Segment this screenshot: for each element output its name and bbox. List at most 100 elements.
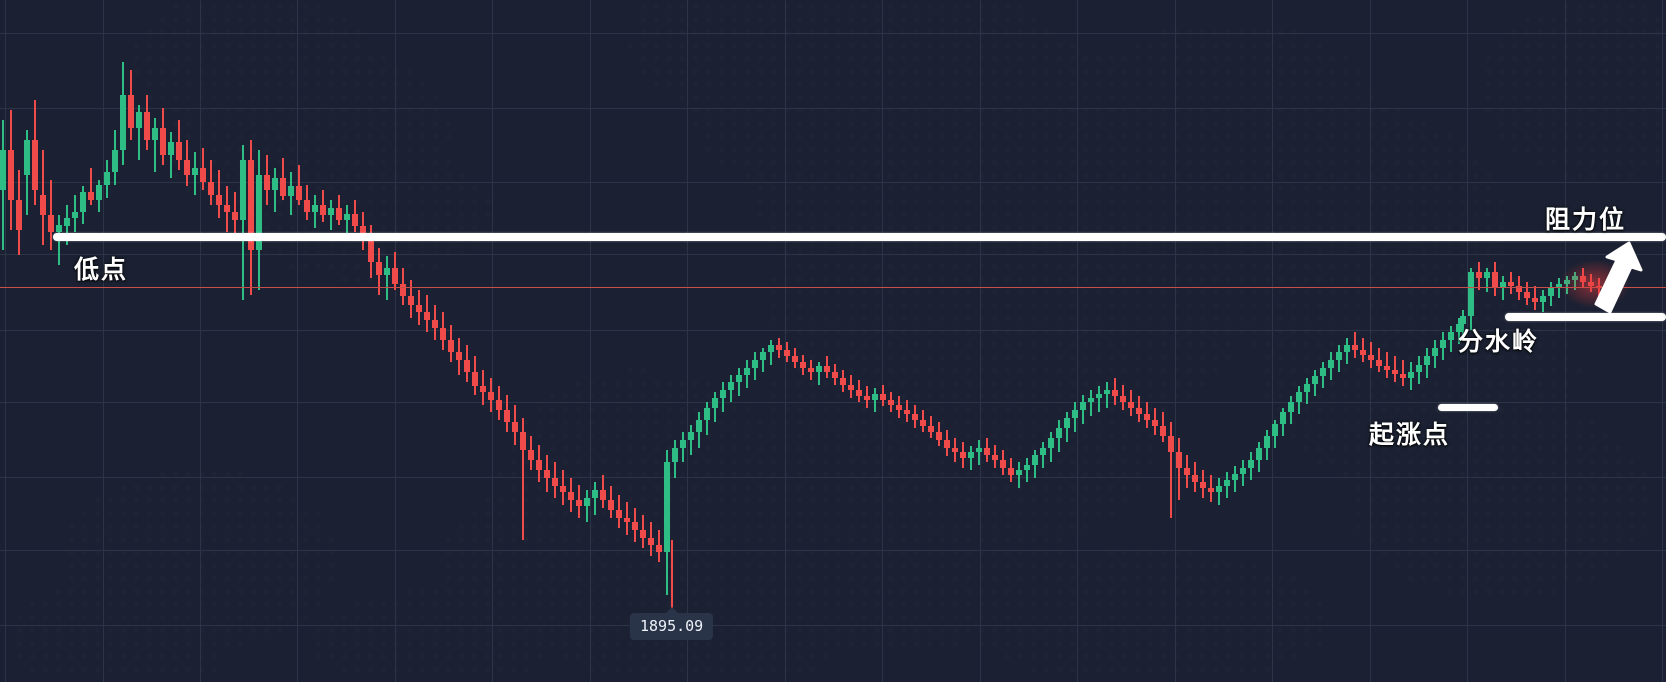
candle-wick [586, 490, 588, 522]
candle-body [520, 432, 526, 450]
candle-body [136, 112, 142, 128]
candle-body [1176, 452, 1182, 468]
price-tag-wick [671, 540, 673, 613]
annotation-label-low-point[interactable]: 低点 [74, 257, 129, 284]
candle-body [976, 448, 982, 452]
candle-body [1336, 352, 1342, 360]
candle-body [1604, 288, 1610, 290]
candle-body [24, 140, 30, 175]
candle-body [96, 185, 102, 200]
candle-body [920, 420, 926, 426]
candle-body [816, 366, 822, 372]
candle-body [592, 490, 598, 498]
candle-body [224, 205, 230, 212]
candle-body [1304, 384, 1310, 392]
candle-body [992, 455, 998, 460]
candle-body [536, 460, 542, 470]
candle-body [1056, 428, 1062, 438]
candle-body [1112, 390, 1118, 396]
candle-body [1532, 298, 1538, 302]
candle-body [664, 462, 670, 552]
candle-body [1588, 282, 1594, 286]
candle-body [1384, 366, 1390, 370]
candle-body [440, 328, 446, 340]
candle-body [928, 426, 934, 432]
candle-body [1096, 394, 1102, 398]
candle-wick [138, 105, 140, 160]
candle-body [104, 172, 110, 185]
candle-body [640, 530, 646, 538]
candle-body [864, 396, 870, 400]
candle-body [488, 392, 494, 400]
candle-body [272, 178, 278, 190]
candle-body [1400, 374, 1406, 378]
candle-wick [762, 348, 764, 372]
candle-body [200, 168, 206, 182]
candle-body [256, 175, 262, 250]
candle-body [400, 284, 406, 296]
candle-body [680, 440, 686, 448]
candle-body [1392, 370, 1398, 374]
candle-body [1104, 390, 1110, 394]
candle-body [824, 366, 830, 372]
price-tag[interactable]: 1895.09 [630, 607, 714, 640]
candle-body [464, 360, 470, 372]
candle-body [1048, 438, 1054, 448]
candle-body [1208, 488, 1214, 492]
candle-body [1556, 284, 1562, 288]
candle-body [1312, 376, 1318, 384]
candle-wick [978, 440, 980, 465]
candle-wick [1402, 360, 1404, 386]
candle-wick [522, 418, 524, 540]
candle-body [544, 470, 550, 478]
candle-wick [1170, 422, 1172, 518]
candle-body [1368, 355, 1374, 360]
candle-body [1192, 475, 1198, 482]
candle-body [264, 175, 270, 190]
candle-wick [1106, 382, 1108, 408]
candle-body [64, 218, 70, 226]
candle-wick [346, 205, 348, 235]
candle-body [1416, 365, 1422, 372]
candle-body [576, 500, 582, 506]
candle-body [856, 390, 862, 396]
candle-body [56, 225, 62, 232]
candle-wick [330, 200, 332, 230]
candle-body [408, 296, 414, 305]
candle-body [1492, 272, 1498, 288]
candle-body [800, 362, 806, 368]
candle-body [1136, 408, 1142, 414]
candle-body [1264, 436, 1270, 448]
candle-body [888, 400, 894, 405]
candle-wick [874, 388, 876, 412]
candle-body [832, 372, 838, 378]
annotation-label-resistance-level[interactable]: 阻力位 [1545, 207, 1627, 234]
candle-body [808, 368, 814, 372]
annotation-label-rally-start[interactable]: 起涨点 [1369, 422, 1451, 449]
annotation-line-rally-start[interactable] [1438, 404, 1498, 411]
candle-body [776, 345, 782, 350]
candle-body [1160, 426, 1166, 436]
candle-body [32, 140, 38, 190]
candle-body [528, 450, 534, 460]
candle-body [616, 510, 622, 518]
candle-body [304, 200, 310, 212]
candle-wick [218, 170, 220, 218]
candle-wick [90, 168, 92, 205]
candle-body [1152, 420, 1158, 426]
annotation-line-watershed[interactable] [1505, 313, 1666, 321]
annotation-label-watershed[interactable]: 分水岭 [1458, 329, 1540, 356]
candle-body [1240, 468, 1246, 474]
candle-body [1088, 398, 1094, 402]
candle-body [1424, 356, 1430, 365]
candle-body [48, 215, 54, 232]
candle-wick [1386, 352, 1388, 378]
candle-body [1540, 296, 1546, 302]
candle-body [1224, 480, 1230, 486]
candle-wick [1026, 458, 1028, 482]
annotation-line-low-point[interactable] [53, 233, 1666, 241]
candle-body [792, 356, 798, 362]
candle-wick [386, 256, 388, 300]
candle-body [1352, 345, 1358, 350]
